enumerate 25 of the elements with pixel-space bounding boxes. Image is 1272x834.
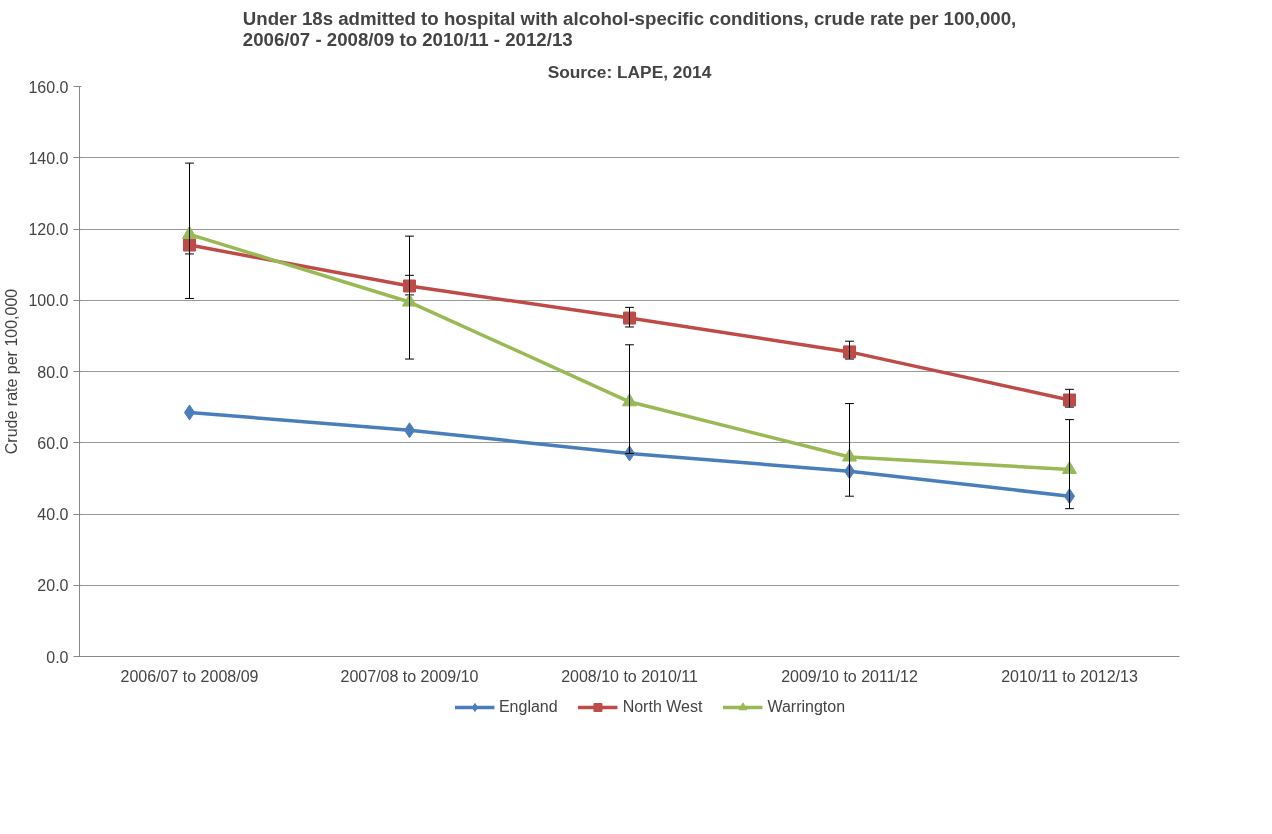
y-tick-label: 0.0 bbox=[46, 648, 69, 666]
y-axis-title: Crude rate per 100,000 bbox=[3, 288, 21, 455]
x-tick-label: 2009/10 to 2011/12 bbox=[781, 667, 918, 685]
legend-label: Warrington bbox=[767, 698, 846, 716]
y-tick-label: 160.0 bbox=[28, 78, 69, 96]
y-tick-label: 80.0 bbox=[37, 363, 69, 381]
x-tick-label: 2006/07 to 2008/09 bbox=[120, 667, 259, 685]
chart-subtitle: Source: LAPE, 2014 bbox=[547, 61, 712, 82]
point bbox=[623, 311, 636, 325]
x-tick-label: 2010/11 to 2012/13 bbox=[1001, 667, 1138, 685]
y-tick-label: 100.0 bbox=[28, 292, 69, 310]
point bbox=[183, 238, 196, 252]
x-tick-label: 2007/08 to 2009/10 bbox=[340, 667, 479, 685]
y-tick-label: 120.0 bbox=[28, 221, 69, 238]
point bbox=[843, 345, 856, 359]
legend-label: North West bbox=[622, 698, 703, 716]
legend-label: England bbox=[498, 698, 558, 716]
y-tick-label: 140.0 bbox=[28, 149, 69, 167]
y-tick-label: 60.0 bbox=[37, 434, 69, 452]
y-tick-label: 20.0 bbox=[37, 577, 69, 595]
point bbox=[1063, 393, 1076, 407]
chart-title: Under 18s admitted to hospital with alcohol-specific conditions, crude rate per 100,000, 2006/07 - 2008/09 to 2010/11 - 2012/13 bbox=[242, 7, 1017, 50]
x-tick-label: 2008/10 to 2010/11 bbox=[561, 667, 698, 685]
point bbox=[403, 279, 416, 293]
y-tick-label: 40.0 bbox=[37, 506, 69, 523]
